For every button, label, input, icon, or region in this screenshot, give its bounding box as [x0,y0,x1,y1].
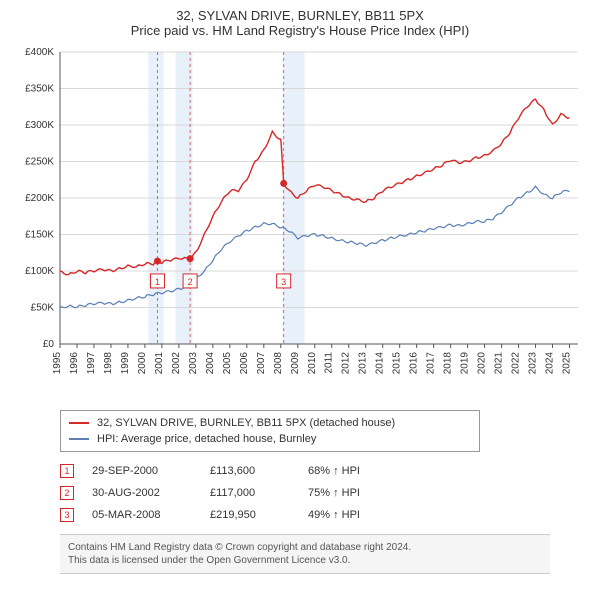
svg-text:2021: 2021 [494,352,505,375]
svg-text:2: 2 [188,277,193,287]
legend-swatch [69,422,89,424]
legend-swatch [69,438,89,440]
svg-text:2020: 2020 [477,352,488,375]
footer-line: This data is licensed under the Open Gov… [68,554,542,567]
event-row: 1 29-SEP-2000 £113,600 68% ↑ HPI [60,460,588,482]
svg-text:£50K: £50K [31,303,55,314]
svg-text:£100K: £100K [25,266,54,277]
event-date: 05-MAR-2008 [92,509,192,521]
svg-text:2015: 2015 [392,352,403,375]
svg-text:2008: 2008 [273,352,284,375]
svg-text:£0: £0 [43,339,55,350]
event-badge: 2 [60,486,74,500]
svg-text:3: 3 [281,277,286,287]
svg-text:£150K: £150K [25,230,54,241]
svg-text:1996: 1996 [69,352,80,375]
svg-text:2013: 2013 [358,352,369,375]
svg-text:1995: 1995 [52,352,63,375]
event-price: £219,950 [210,509,290,521]
svg-text:2000: 2000 [137,352,148,375]
footer-line: Contains HM Land Registry data © Crown c… [68,541,542,554]
svg-text:2012: 2012 [341,352,352,375]
event-delta: 49% ↑ HPI [308,509,360,521]
svg-text:2011: 2011 [324,352,335,374]
svg-text:£250K: £250K [25,157,54,168]
svg-text:£300K: £300K [25,120,54,131]
svg-text:2003: 2003 [188,352,199,375]
svg-text:2005: 2005 [222,352,233,375]
footer: Contains HM Land Registry data © Crown c… [60,534,550,574]
svg-text:2004: 2004 [205,352,216,375]
svg-text:1999: 1999 [120,352,131,375]
svg-text:£350K: £350K [25,84,54,95]
events-table: 1 29-SEP-2000 £113,600 68% ↑ HPI 2 30-AU… [60,460,588,526]
event-delta: 75% ↑ HPI [308,487,360,499]
event-price: £117,000 [210,487,290,499]
legend-row: 32, SYLVAN DRIVE, BURNLEY, BB11 5PX (det… [69,415,471,431]
svg-text:2023: 2023 [528,352,539,375]
svg-text:2016: 2016 [409,352,420,375]
svg-text:2006: 2006 [239,352,250,375]
svg-text:2001: 2001 [154,352,165,375]
title-line-1: 32, SYLVAN DRIVE, BURNLEY, BB11 5PX [12,8,588,23]
svg-text:2018: 2018 [443,352,454,375]
svg-text:2019: 2019 [460,352,471,375]
svg-text:£200K: £200K [25,193,54,204]
svg-text:2017: 2017 [426,352,437,375]
figure-container: 32, SYLVAN DRIVE, BURNLEY, BB11 5PX Pric… [0,0,600,582]
event-badge: 1 [60,464,74,478]
title-block: 32, SYLVAN DRIVE, BURNLEY, BB11 5PX Pric… [12,8,588,38]
chart-svg: £0 £50K £100K £150K £200K £250K £300K £350K £400… [12,44,588,404]
legend-label: HPI: Average price, detached house, Burn… [97,433,316,445]
svg-text:2024: 2024 [545,352,556,375]
svg-text:1: 1 [155,277,160,287]
svg-text:2009: 2009 [290,352,301,375]
legend-row: HPI: Average price, detached house, Burn… [69,431,471,447]
legend-label: 32, SYLVAN DRIVE, BURNLEY, BB11 5PX (det… [97,417,395,429]
chart: £0 £50K £100K £150K £200K £250K £300K £350K £400… [12,44,588,404]
event-date: 29-SEP-2000 [92,465,192,477]
legend: 32, SYLVAN DRIVE, BURNLEY, BB11 5PX (det… [60,410,480,452]
svg-text:2022: 2022 [511,352,522,375]
title-line-2: Price paid vs. HM Land Registry's House … [12,23,588,38]
event-date: 30-AUG-2002 [92,487,192,499]
svg-text:2010: 2010 [307,352,318,375]
svg-text:1997: 1997 [86,352,97,375]
event-price: £113,600 [210,465,290,477]
svg-text:2025: 2025 [562,352,573,375]
svg-text:2014: 2014 [375,352,386,375]
event-row: 3 05-MAR-2008 £219,950 49% ↑ HPI [60,504,588,526]
event-badge: 3 [60,508,74,522]
svg-text:1998: 1998 [103,352,114,375]
event-delta: 68% ↑ HPI [308,465,360,477]
event-row: 2 30-AUG-2002 £117,000 75% ↑ HPI [60,482,588,504]
svg-text:2002: 2002 [171,352,182,375]
svg-text:2007: 2007 [256,352,267,375]
svg-text:£400K: £400K [25,47,54,58]
